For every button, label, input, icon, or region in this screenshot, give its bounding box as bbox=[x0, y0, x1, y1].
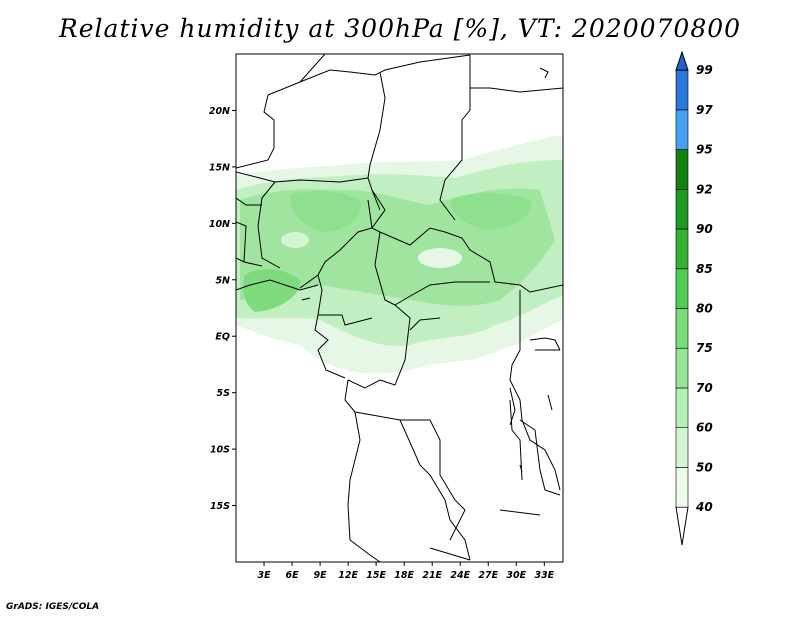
lon-tick-label: 18E bbox=[394, 570, 414, 581]
lon-tick-label: 27E bbox=[478, 570, 498, 581]
colorbar-label: 40 bbox=[695, 500, 713, 514]
credit-label: GrADS: IGES/COLA bbox=[6, 602, 100, 612]
lat-tick-label: 10N bbox=[209, 219, 230, 230]
colorbar-cell bbox=[675, 387, 689, 428]
colorbar-bottom-arrow bbox=[675, 506, 689, 546]
colorbar-cell bbox=[675, 69, 689, 111]
colorbar-label: 75 bbox=[696, 341, 713, 355]
colorbar-label: 95 bbox=[696, 143, 713, 157]
country-borders bbox=[236, 54, 563, 562]
map-title: Relative humidity at 300hPa [%], VT: 202… bbox=[58, 14, 742, 43]
colorbar-top-arrow bbox=[675, 50, 689, 71]
lat-tick-label: 5S bbox=[217, 388, 231, 399]
colorbar-cell bbox=[675, 228, 689, 270]
colorbar-label: 97 bbox=[696, 103, 713, 117]
colorbar-cell bbox=[675, 308, 689, 349]
colorbar-cell bbox=[675, 427, 689, 468]
colorbar-label: 70 bbox=[696, 381, 713, 395]
lat-tick-label: 20N bbox=[209, 106, 230, 117]
lat-tick-label: 5N bbox=[215, 275, 230, 286]
lon-tick-label: 9E bbox=[314, 570, 328, 581]
longitude-axis: 3E 6E 9E 12E 15E 18E 21E 24E 27E 30E 33E bbox=[257, 562, 555, 581]
lon-tick-label: 3E bbox=[257, 570, 271, 581]
lon-tick-label: 30E bbox=[506, 570, 526, 581]
lon-tick-label: 15E bbox=[366, 570, 386, 581]
lon-tick-label: 21E bbox=[422, 570, 442, 581]
colorbar-label: 85 bbox=[696, 262, 713, 276]
latitude-axis: 20N 15N 10N 5N EQ 5S 10S 15S bbox=[209, 106, 236, 512]
colorbar-label: 90 bbox=[696, 222, 713, 236]
colorbar-label: 99 bbox=[696, 63, 713, 77]
colorbar-label: 80 bbox=[696, 302, 713, 316]
colorbar-cell bbox=[675, 268, 689, 309]
lat-tick-label: 15N bbox=[209, 162, 230, 173]
colorbar-cell bbox=[675, 109, 689, 150]
lat-tick-label: 10S bbox=[210, 445, 230, 456]
lon-tick-label: 12E bbox=[338, 570, 358, 581]
lat-tick-label: 15S bbox=[210, 501, 230, 512]
colorbar-label: 50 bbox=[696, 460, 713, 474]
lon-tick-label: 24E bbox=[450, 570, 470, 581]
lat-tick-label: EQ bbox=[215, 332, 230, 343]
colorbar-cell bbox=[675, 467, 689, 508]
lon-tick-label: 6E bbox=[286, 570, 300, 581]
lon-tick-label: 33E bbox=[534, 570, 554, 581]
map-frame bbox=[235, 53, 564, 563]
colorbar-label: 92 bbox=[696, 182, 713, 196]
colorbar-cell bbox=[675, 189, 689, 230]
colorbar-cell bbox=[675, 347, 689, 389]
colorbar-label: 60 bbox=[696, 421, 713, 435]
colorbar-cell bbox=[675, 149, 689, 190]
